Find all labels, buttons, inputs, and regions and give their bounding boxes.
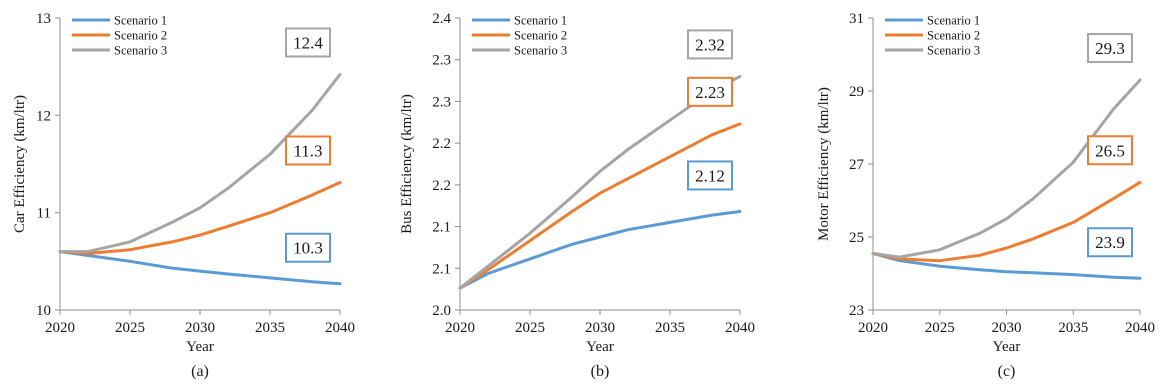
end-value-box-scenario-3: [285, 27, 331, 58]
legend-label-scenario-3: Scenario 3: [927, 44, 980, 58]
y-axis-title: Bus Efficiency (km/ltr): [399, 94, 415, 234]
x-tick-label: 2020: [858, 320, 888, 336]
series-line-scenario-2: [871, 180, 1142, 263]
y-tick-label: 2.2: [432, 178, 451, 194]
end-value-box-scenario-1: [285, 232, 331, 263]
legend-label-scenario-2: Scenario 2: [114, 29, 167, 43]
y-tick-label: 31: [849, 11, 864, 27]
x-tick-label: 2040: [325, 320, 355, 336]
end-value-label-scenario-3: 12.4: [293, 33, 323, 52]
x-tick-label: 2025: [515, 320, 545, 336]
legend-label-scenario-3: Scenario 3: [514, 44, 567, 58]
y-tick-label: 2.2: [432, 136, 451, 152]
y-tick-label: 10: [36, 303, 51, 319]
x-tick-label: 2035: [1058, 320, 1088, 336]
end-value-box-scenario-2: [687, 76, 733, 107]
x-tick-label: 2030: [585, 320, 615, 336]
panel-label: (b): [591, 363, 610, 380]
y-tick-label: 25: [849, 230, 864, 246]
end-value-label-scenario-2: 2.23: [695, 83, 725, 102]
y-tick-label: 23: [849, 303, 864, 319]
series-line-scenario-3: [871, 78, 1142, 259]
y-tick-label: 2.3: [432, 94, 451, 110]
y-tick-label: 2.3: [432, 53, 451, 69]
x-tick-label: 2040: [725, 320, 755, 336]
y-axis-title: Car Efficiency (km/ltr): [12, 95, 28, 233]
x-tick-label: 2035: [255, 320, 285, 336]
series-line-scenario-1: [871, 251, 1142, 280]
y-tick-label: 2.0: [432, 303, 451, 319]
end-value-label-scenario-3: 2.32: [695, 35, 725, 54]
legend-label-scenario-2: Scenario 2: [927, 29, 980, 43]
x-axis-title: Year: [586, 339, 614, 355]
legend-label-scenario-3: Scenario 3: [114, 44, 167, 58]
x-tick-label: 2040: [1125, 320, 1155, 336]
x-axis-title: Year: [993, 339, 1021, 355]
x-axis-title: Year: [186, 339, 214, 355]
end-value-label-scenario-2: 26.5: [1095, 141, 1125, 160]
chart-panel-b: 2.0 2.1 2.1 2.2 2.2 2.3 2.3 2.4 2020 2025 2030 2035…: [399, 11, 755, 380]
end-value-label-scenario-3: 29.3: [1095, 39, 1125, 58]
x-tick-label: 2020: [445, 320, 475, 336]
x-tick-label: 2020: [45, 320, 75, 336]
panel-label: (a): [191, 363, 209, 380]
end-value-label-scenario-1: 23.9: [1095, 233, 1125, 252]
y-tick-label: 11: [37, 206, 51, 222]
end-value-box-scenario-3: [687, 29, 733, 60]
series-line-scenario-2: [58, 181, 342, 255]
y-axis-title: Motor Efficiency (km/ltr): [816, 87, 832, 241]
end-value-box-scenario-2: [285, 135, 331, 166]
y-tick-label: 27: [849, 157, 865, 173]
x-tick-label: 2030: [185, 320, 215, 336]
series-line-scenario-2: [458, 122, 742, 290]
x-tick-label: 2025: [115, 320, 145, 336]
legend-label-scenario-1: Scenario 1: [514, 14, 567, 28]
chart-panel-a: 10 11 12 13 2020 2025 2030 2035 2040 Year Car Effi…: [12, 11, 355, 380]
y-tick-label: 2.1: [432, 261, 451, 277]
end-value-box-scenario-2: [1087, 135, 1133, 166]
legend-label-scenario-2: Scenario 2: [514, 29, 567, 43]
series-line-scenario-1: [58, 250, 342, 286]
end-value-label-scenario-1: 2.12: [695, 166, 725, 185]
series-line-scenario-3: [58, 73, 342, 254]
panel-label: (c): [998, 363, 1016, 380]
y-tick-label: 13: [36, 11, 51, 27]
y-tick-label: 2.4: [432, 11, 451, 27]
x-tick-label: 2030: [992, 320, 1022, 336]
end-value-box-scenario-1: [687, 160, 733, 191]
chart-panel-c: 23 25 27 29 31 2020 2025 2030 2035 2040 Year Motor …: [816, 11, 1155, 380]
y-tick-label: 29: [849, 84, 864, 100]
x-tick-label: 2025: [925, 320, 955, 336]
legend-label-scenario-1: Scenario 1: [114, 14, 167, 28]
end-value-label-scenario-2: 11.3: [293, 141, 322, 160]
y-tick-label: 12: [36, 108, 51, 124]
x-tick-label: 2035: [655, 320, 685, 336]
end-value-label-scenario-1: 10.3: [293, 239, 323, 258]
y-tick-label: 2.1: [432, 220, 451, 236]
end-value-box-scenario-3: [1087, 33, 1133, 64]
legend-label-scenario-1: Scenario 1: [927, 14, 980, 28]
end-value-box-scenario-1: [1087, 227, 1133, 258]
series-line-scenario-1: [458, 210, 742, 290]
